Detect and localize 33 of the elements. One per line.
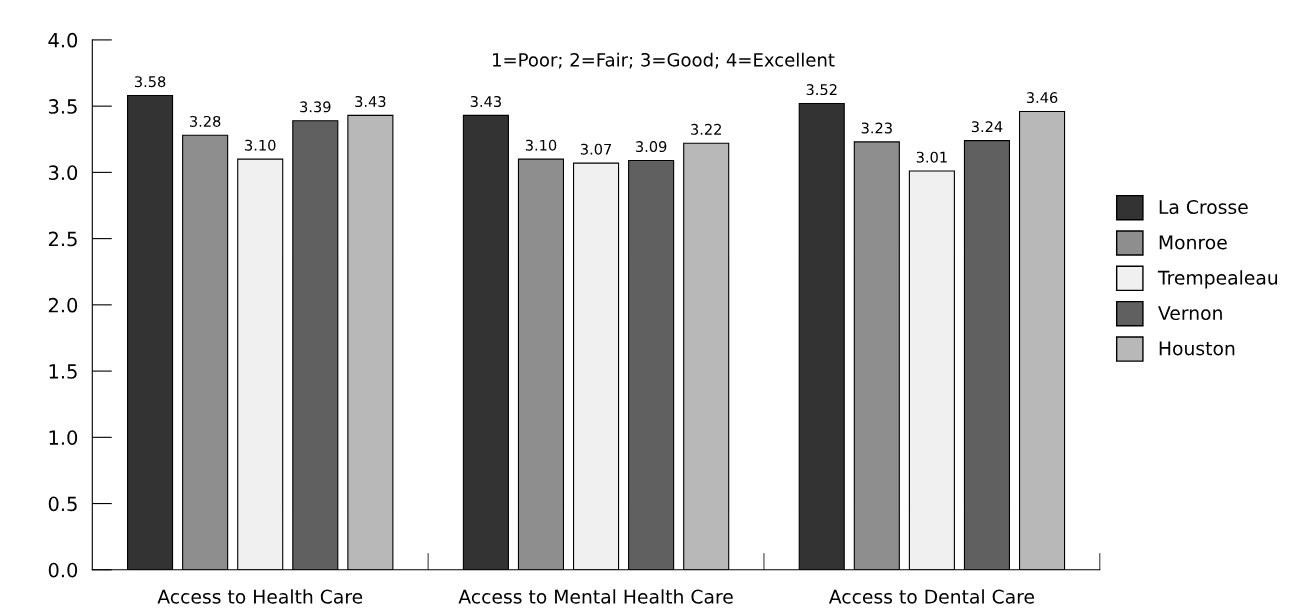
text: 3.23 [861,122,892,134]
y-tick-label: 0.0 [48,562,78,578]
legend-label: Houston [1159,341,1235,356]
text: 1=Poor; 2=Fair; 3=Good; 4=Excellent [493,52,835,69]
y-tick-label: 3.5 [48,99,77,114]
text: 3.10 [525,139,557,151]
text: 3.09 [636,141,667,153]
legend-label: Monroe [1159,235,1227,250]
legend-label: La Crosse [1159,199,1248,215]
text: 3.28 [190,115,221,127]
text: 3.58 [134,76,166,88]
y-tick-label: 2.0 [48,297,78,313]
text: 3.01 [916,151,947,163]
y-tick-label: 3.0 [48,165,78,181]
y-tick-label: 4.0 [48,32,78,48]
legend-label: Vernon [1158,306,1222,321]
y-tick-label: 1.0 [49,430,78,445]
y-tick-label: 1.5 [49,364,77,379]
text: 3.07 [580,143,612,155]
y-tick-label: 0.5 [48,496,77,512]
text: 3.39 [300,101,331,113]
text: 3.10 [245,139,276,151]
text: 3.22 [691,123,721,135]
y-tick-label: 2.5 [48,231,77,247]
text: 3.43 [470,96,501,108]
text: 3.43 [355,96,386,108]
text: 3.46 [1026,92,1058,104]
legend-label: Trempealeau [1157,270,1278,289]
x-tick-label: Access to Health Care [157,589,363,604]
text: 3.52 [806,84,837,96]
x-tick-label: Access to Mental Health Care [458,589,733,604]
text: 3.24 [971,121,1003,133]
x-tick-label: Access to Dental Care [828,589,1034,604]
